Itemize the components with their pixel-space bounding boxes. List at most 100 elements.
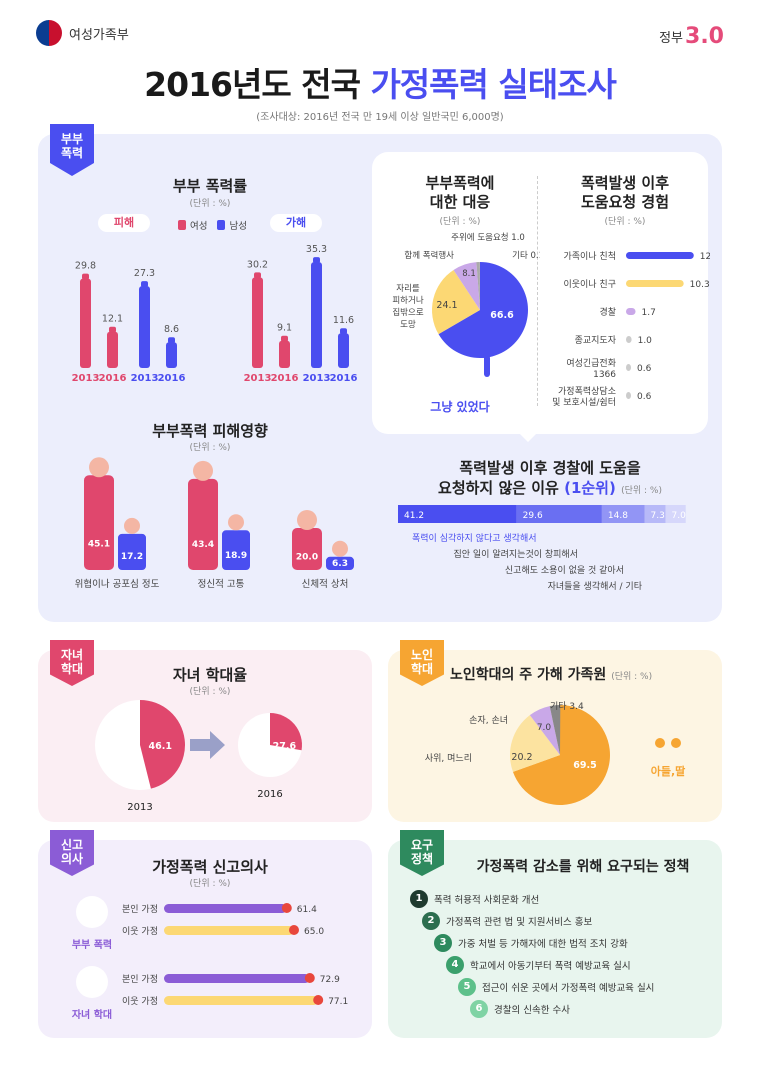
female-figure: [188, 478, 218, 570]
report-bar-label: 이웃 가정: [122, 996, 158, 1007]
help-value: 0.6: [637, 364, 652, 374]
policy-list: 1 폭력 허용적 사회문화 개선 2 가정폭력 관련 법 및 지원서비스 홍보 3 가중 …: [400, 890, 720, 1030]
response-pie: 66.6 24.1 8.1 주위에 도움요청 1.0 기타 0.1 함께 폭력행사자리를피…: [392, 233, 540, 377]
impact-label: 신체적 상처: [302, 578, 349, 590]
rate-year: 2013: [244, 373, 272, 384]
response-divider: [537, 176, 538, 406]
rate-bar-head: [281, 335, 288, 342]
impact-label: 위협이나 공포심 정도: [75, 578, 160, 590]
rate-value: 8.6: [164, 324, 179, 335]
report-bar-label: 이웃 가정: [122, 926, 158, 937]
couple-rate-title: 부부 폭력률: [172, 177, 248, 195]
help-value: 12.1: [700, 252, 710, 262]
male-impact-value: 6.3: [332, 559, 348, 569]
response-figure-leg: [484, 355, 490, 377]
reason-value: 7.0: [672, 511, 687, 521]
reason-label: 신고해도 소용이 없을 것 같아서: [505, 564, 624, 576]
couple-rate-unit: (단위 : %): [189, 199, 231, 209]
policy-text: 경찰의 신속한 수사: [494, 1005, 570, 1016]
legend-female: 여성: [190, 221, 208, 232]
rate-legend: 여성 남성: [178, 218, 247, 232]
help-bar: [626, 336, 632, 343]
couple-rate-chart: 29.8 2013 12.1 2016 27.3 2013 8.6 2016 30.2 2013 9…: [72, 244, 358, 384]
rate-year: 2016: [330, 373, 358, 384]
alarm-icon: [289, 925, 299, 935]
title-part1: 2016년도 전국: [144, 65, 371, 104]
flee-label: 피하거나: [392, 295, 423, 306]
flee-label: 자리를: [396, 284, 420, 294]
help-value: 0.6: [637, 392, 652, 402]
elder-slice: [510, 715, 560, 772]
response-slice: [476, 262, 480, 310]
reason-label: 폭력이 심각하지 않다고 생각해서: [412, 532, 537, 544]
female-figure-head: [89, 457, 109, 478]
report-value: 72.9: [320, 975, 340, 985]
male-figure-head: [332, 540, 348, 557]
response-title-line1: 부부폭력에: [425, 174, 495, 192]
rate-bar: [80, 278, 91, 368]
rate-bar-head: [82, 273, 89, 280]
rate-bar: [311, 262, 322, 368]
gov-version: 3.0: [685, 24, 724, 49]
reason-value: 41.2: [404, 511, 424, 521]
male-figure-head: [228, 514, 244, 531]
reason-value: 29.6: [523, 511, 543, 521]
slice-value: 66.6: [490, 310, 514, 321]
rate-bar: [107, 331, 118, 368]
rate-year: 2016: [271, 373, 299, 384]
response-slice: [479, 262, 480, 310]
report-tag: 신고 의사: [50, 830, 94, 876]
rate-value: 9.1: [277, 323, 292, 334]
alarm-icon: [281, 903, 292, 913]
report-bar: [164, 974, 310, 983]
response-slice: [432, 269, 480, 335]
help-bar: [626, 252, 694, 259]
slice-value: 24.1: [436, 300, 457, 311]
child-abuse-value: 27.6: [273, 741, 297, 752]
response-card: [372, 152, 708, 434]
rate-year: 2013: [131, 373, 159, 384]
impact-title: 부부폭력 피해영향: [152, 422, 268, 440]
report-title: 가정폭력 신고의사: [152, 858, 268, 876]
rate-bar: [166, 342, 177, 368]
elder-slice: [512, 705, 610, 805]
help-label: 및 보호시설/쉼터: [552, 396, 616, 408]
male-figure: [118, 533, 146, 570]
other-label: 기타 0.1: [512, 251, 540, 261]
help-label: 경찰: [599, 306, 616, 318]
elder-abuse-title: 노인학대의 주 가해 가족원 (단위 : %): [450, 664, 715, 684]
rate-bar: [279, 340, 290, 368]
male-legend-icon: [217, 220, 226, 230]
help-bar: [626, 308, 636, 315]
fight-label: 함께 폭력행사: [404, 250, 454, 261]
report-value: 61.4: [297, 905, 317, 915]
rate-year: 2013: [72, 373, 100, 384]
rate-bar-head: [313, 257, 320, 264]
policy-item: 4 학교에서 아동기부터 폭력 예방교육 실시: [446, 956, 631, 974]
child-abuse-year: 2016: [257, 789, 282, 800]
perpetrator-label: 가해: [270, 214, 322, 232]
response-slice: [453, 262, 480, 310]
policy-tag: 요구 정책: [400, 830, 444, 876]
female-impact-value: 43.4: [192, 540, 214, 550]
female-impact-value: 20.0: [296, 553, 318, 563]
policy-item: 5 접근이 쉬운 곳에서 가정폭력 예방교육 실시: [458, 978, 654, 996]
help-label: 종교지도자: [575, 335, 617, 346]
no-police-title-line2: 요청하지 않은 이유: [438, 479, 565, 497]
help-value: 1.0: [638, 336, 653, 346]
help-label: 1366: [593, 370, 616, 380]
male-impact-value: 18.9: [225, 551, 247, 561]
help-request-chart: 가족이나 친척 12.1 이웃이나 친구 10.3 경찰 1.7 종교지도자 1.0 여성긴급전…: [552, 251, 710, 408]
rate-value: 12.1: [102, 314, 123, 325]
rate-bar: [338, 333, 349, 368]
report-unit: (단위 : %): [189, 879, 231, 889]
legend-male: 남성: [229, 221, 247, 232]
alarm-icon: [304, 973, 315, 983]
reason-segment: [644, 505, 666, 523]
female-impact-value: 45.1: [88, 539, 110, 549]
elder-slice: [529, 706, 560, 755]
reason-segment: [665, 505, 686, 523]
no-police-title-line1: 폭력발생 이후 경찰에 도움을: [459, 459, 641, 477]
elder-value: 69.5: [573, 760, 596, 771]
